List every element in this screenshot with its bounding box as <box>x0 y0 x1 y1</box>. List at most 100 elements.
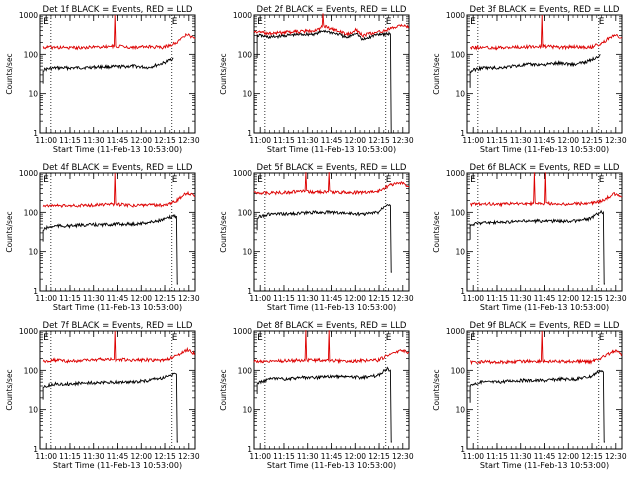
det-panel: Det 6f BLACK = Events, RED = LLD 1 10 100 10… <box>432 163 627 312</box>
x-tick-label: 12:00 <box>557 136 579 145</box>
plot-frame <box>39 14 196 134</box>
e-marker: E <box>470 175 476 185</box>
series-line <box>253 330 410 365</box>
x-tick-label: 11:00 <box>249 136 271 145</box>
x-tick-label: 11:30 <box>297 136 319 145</box>
x-axis-label: Start Time (11-Feb-13 10:53:00) <box>267 303 396 312</box>
x-tick-label: 11:30 <box>510 136 532 145</box>
e-marker: E <box>599 175 605 185</box>
x-tick-label: 12:00 <box>130 136 152 145</box>
det-panel: Det 9f BLACK = Events, RED = LLD 1 10 100 10… <box>432 321 627 470</box>
e-marker: E <box>257 17 263 27</box>
y-tick-label: 100 <box>24 366 39 375</box>
y-tick-label: 10 <box>455 406 465 415</box>
x-axis-label: Start Time (11-Feb-13 10:53:00) <box>480 303 609 312</box>
y-tick-label: 1 <box>33 129 38 138</box>
y-tick-label: 1000 <box>19 11 38 20</box>
y-axis-label: Counts/sec <box>432 369 441 410</box>
plot-frame <box>466 330 623 450</box>
y-tick-label: 100 <box>451 50 466 59</box>
series-line <box>469 369 605 443</box>
x-tick-label: 12:30 <box>178 136 200 145</box>
x-tick-label: 11:15 <box>486 452 508 461</box>
x-tick-label: 11:45 <box>107 294 129 303</box>
x-tick-label: 11:30 <box>510 452 532 461</box>
x-tick-label: 12:00 <box>557 452 579 461</box>
x-tick-label: 12:15 <box>581 452 603 461</box>
y-tick-label: 1 <box>247 287 252 296</box>
y-axis-label: Counts/sec <box>219 53 228 94</box>
x-tick-label: 11:30 <box>297 452 319 461</box>
x-tick-label: 12:15 <box>368 136 390 145</box>
x-tick-label: 11:00 <box>462 452 484 461</box>
x-tick-label: 12:00 <box>130 452 152 461</box>
x-tick-label: 12:15 <box>581 294 603 303</box>
y-tick-label: 100 <box>451 366 466 375</box>
y-tick-label: 10 <box>455 90 465 99</box>
x-tick-label: 12:15 <box>581 136 603 145</box>
y-axis-label: Counts/sec <box>432 53 441 94</box>
e-marker: E <box>470 333 476 343</box>
x-tick-label: 11:00 <box>249 294 271 303</box>
det-panel: Det 5f BLACK = Events, RED = LLD 1 10 100 10… <box>219 163 414 312</box>
y-axis-label: Counts/sec <box>219 211 228 252</box>
series-line <box>470 330 623 366</box>
y-tick-label: 10 <box>242 248 252 257</box>
x-tick-label: 12:30 <box>392 452 414 461</box>
e-marker: E <box>43 333 49 343</box>
y-tick-label: 100 <box>24 208 39 217</box>
x-tick-label: 12:15 <box>154 136 176 145</box>
y-tick-label: 10 <box>242 406 252 415</box>
e-marker: E <box>172 333 178 343</box>
e-marker: E <box>386 17 392 27</box>
y-tick-label: 1000 <box>233 169 252 178</box>
x-tick-label: 11:15 <box>273 136 295 145</box>
e-marker: E <box>386 333 392 343</box>
x-tick-label: 11:45 <box>107 452 129 461</box>
y-tick-label: 10 <box>28 248 38 257</box>
x-axis-label: Start Time (11-Feb-13 10:53:00) <box>480 461 609 470</box>
x-tick-label: 11:45 <box>534 136 556 145</box>
y-tick-label: 1000 <box>233 11 252 20</box>
det-panel: Det 2f BLACK = Events, RED = LLD 1 10 100 10… <box>219 5 414 154</box>
x-axis-label: Start Time (11-Feb-13 10:53:00) <box>53 145 182 154</box>
y-axis-label: Counts/sec <box>5 369 14 410</box>
x-tick-label: 11:00 <box>35 294 57 303</box>
y-axis-label: Counts/sec <box>5 211 14 252</box>
series-line <box>470 172 623 208</box>
e-marker: E <box>470 17 476 27</box>
panel-title: Det 7f BLACK = Events, RED = LLD <box>43 321 193 331</box>
x-tick-label: 11:30 <box>83 136 105 145</box>
panel-title: Det 9f BLACK = Events, RED = LLD <box>470 321 620 331</box>
x-tick-label: 12:15 <box>368 294 390 303</box>
x-tick-label: 12:00 <box>557 294 579 303</box>
series-line <box>42 330 196 364</box>
e-marker: E <box>257 333 263 343</box>
panel-title: Det 6f BLACK = Events, RED = LLD <box>470 163 620 173</box>
series-line <box>42 213 178 285</box>
x-tick-label: 11:15 <box>59 136 81 145</box>
plot-frame <box>466 14 623 134</box>
y-tick-label: 100 <box>238 50 253 59</box>
y-tick-label: 1 <box>247 129 252 138</box>
y-axis-label: Counts/sec <box>219 369 228 410</box>
x-tick-label: 11:00 <box>462 136 484 145</box>
y-tick-label: 1000 <box>446 327 465 336</box>
e-marker: E <box>172 175 178 185</box>
x-tick-label: 12:00 <box>344 294 366 303</box>
e-marker: E <box>43 175 49 185</box>
panel-title: Det 3f BLACK = Events, RED = LLD <box>470 5 620 15</box>
x-tick-label: 12:00 <box>344 452 366 461</box>
x-tick-label: 12:00 <box>344 136 366 145</box>
e-marker: E <box>43 17 49 27</box>
det-panel: Det 4f BLACK = Events, RED = LLD 1 10 100 10… <box>5 163 200 312</box>
e-marker: E <box>386 175 392 185</box>
e-marker: E <box>599 17 605 27</box>
x-tick-label: 11:15 <box>486 294 508 303</box>
x-tick-label: 11:15 <box>273 452 295 461</box>
x-axis-label: Start Time (11-Feb-13 10:53:00) <box>53 303 182 312</box>
e-marker: E <box>599 333 605 343</box>
series-line <box>253 13 410 39</box>
x-tick-label: 11:00 <box>462 294 484 303</box>
x-tick-label: 11:45 <box>107 136 129 145</box>
